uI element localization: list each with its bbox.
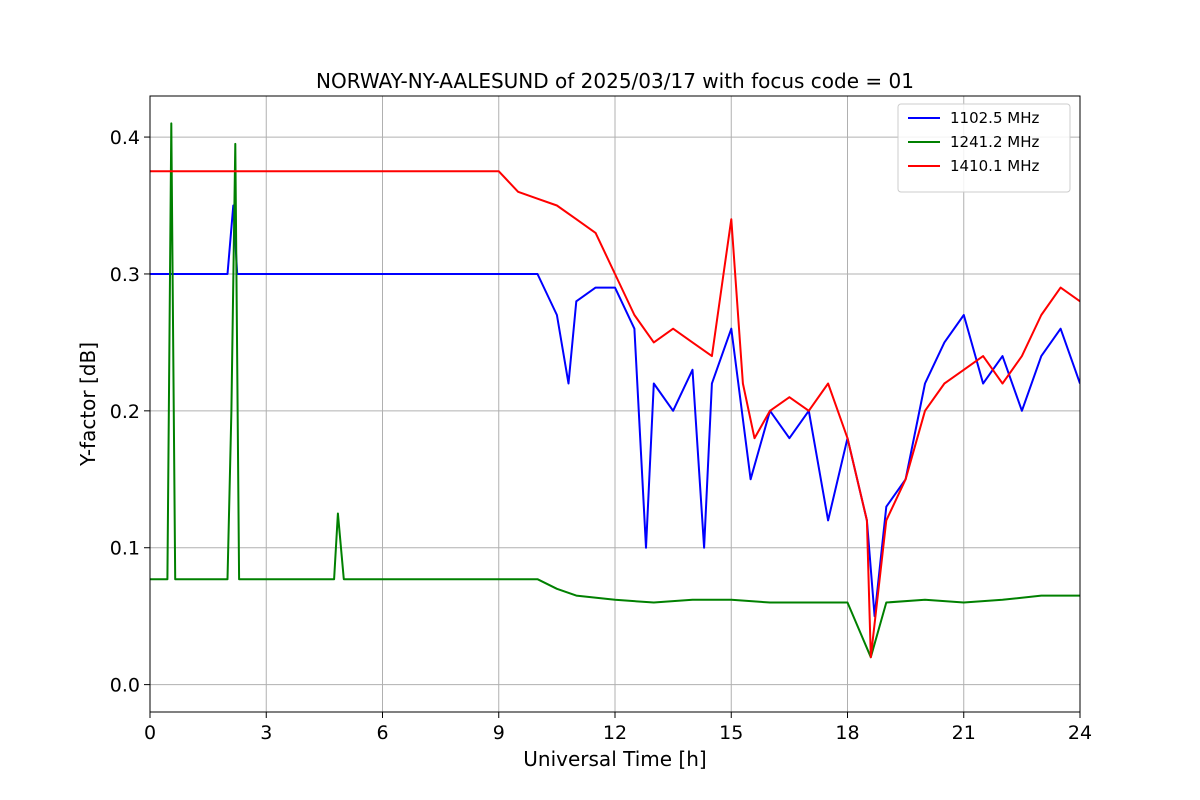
y-tick-label: 0.3 (110, 264, 140, 286)
x-tick-label: 6 (376, 722, 388, 744)
x-tick-label: 24 (1068, 722, 1092, 744)
x-tick-label: 0 (144, 722, 156, 744)
axis-ticks: 0 3 6 9 12 15 18 21 24 0.0 0.1 0.2 0.3 0.4 (110, 127, 1092, 744)
y-tick-label: 0.1 (110, 538, 140, 560)
x-tick-label: 12 (603, 722, 627, 744)
series-line-0 (150, 204, 1080, 618)
legend-entry: 1102.5 MHz (950, 109, 1039, 127)
x-tick-label: 15 (719, 722, 743, 744)
legend-entry: 1241.2 MHz (950, 133, 1039, 151)
y-tick-label: 0.2 (110, 401, 140, 423)
x-tick-label: 9 (493, 722, 505, 744)
x-tick-label: 21 (952, 722, 976, 744)
legend: 1102.5 MHz 1241.2 MHz 1410.1 MHz (897, 103, 1071, 193)
x-axis-label: Universal Time [h] (523, 747, 706, 771)
x-tick-label: 18 (835, 722, 859, 744)
legend-entry: 1410.1 MHz (950, 157, 1039, 175)
y-tick-label: 0.0 (110, 675, 140, 697)
series-lines (150, 122, 1080, 659)
y-tick-label: 0.4 (110, 127, 140, 149)
series-line-2 (150, 170, 1080, 659)
x-tick-label: 3 (260, 722, 272, 744)
y-axis-label: Y-factor [dB] (76, 342, 100, 467)
chart-title: NORWAY-NY-AALESUND of 2025/03/17 with fo… (316, 69, 914, 93)
legend-box (897, 103, 1071, 193)
